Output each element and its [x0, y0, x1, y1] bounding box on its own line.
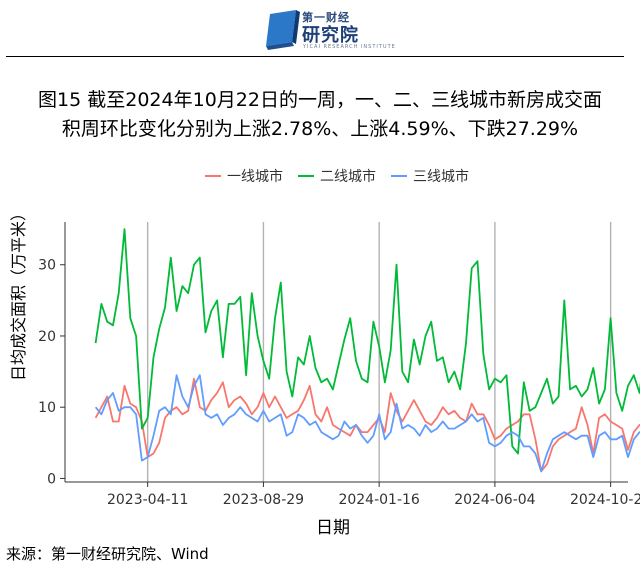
y-tick-label: 0	[47, 471, 56, 487]
logo-small-text: 第一财经	[302, 11, 350, 24]
source-note: 来源：第一财经研究院、Wind	[6, 545, 209, 563]
x-tick-label: 2023-04-11	[107, 492, 188, 508]
y-tick-label: 30	[38, 258, 56, 274]
series-line-2	[94, 228, 640, 455]
figure-title-line-1: 图15 截至2024年10月22日的一周，一、二、三线城市新房成交面	[38, 89, 602, 111]
x-tick-label: 2024-01-16	[338, 492, 419, 508]
figure-title-line-2: 积周环比变化分别为上涨2.78%、上涨4.59%、下跌27.29%	[61, 118, 579, 140]
chart-legend: 一线城市 二线城市 三线城市	[205, 168, 469, 185]
y-tick-label: 10	[38, 400, 56, 416]
header-divider	[6, 56, 624, 57]
logo-sub-text: YICAI RESEARCH INSTITUTE	[303, 44, 396, 50]
figure-title: 图15 截至2024年10月22日的一周，一、二、三线城市新房成交面 积周环比变…	[0, 86, 640, 144]
y-tick-label: 20	[38, 329, 56, 345]
legend-label: 三线城市	[413, 168, 469, 185]
x-tick-label: 2023-08-29	[223, 492, 304, 508]
line-chart: 一线城市 二线城市 三线城市 2023-04-11 2023-08-29 2024-01…	[9, 168, 640, 538]
series-line-1	[94, 377, 640, 473]
chart-series	[94, 228, 640, 473]
logo-main-text: 研究院	[302, 25, 359, 46]
header-logo: 第一财经 研究院 YICAI RESEARCH INSTITUTE	[0, 0, 640, 60]
y-axis-label: 日均成交面积（万平米）	[9, 205, 28, 381]
legend-label: 一线城市	[227, 168, 283, 185]
chart-axes: 2023-04-11 2023-08-29 2024-01-16 2024-06-04…	[38, 222, 640, 508]
x-tick-label: 2024-06-04	[454, 492, 535, 508]
book-logo-icon	[266, 10, 300, 50]
legend-label: 二线城市	[320, 168, 376, 185]
x-axis-label: 日期	[316, 518, 350, 538]
x-tick-label: 2024-10-22	[570, 492, 640, 508]
series-line-3	[94, 374, 640, 473]
